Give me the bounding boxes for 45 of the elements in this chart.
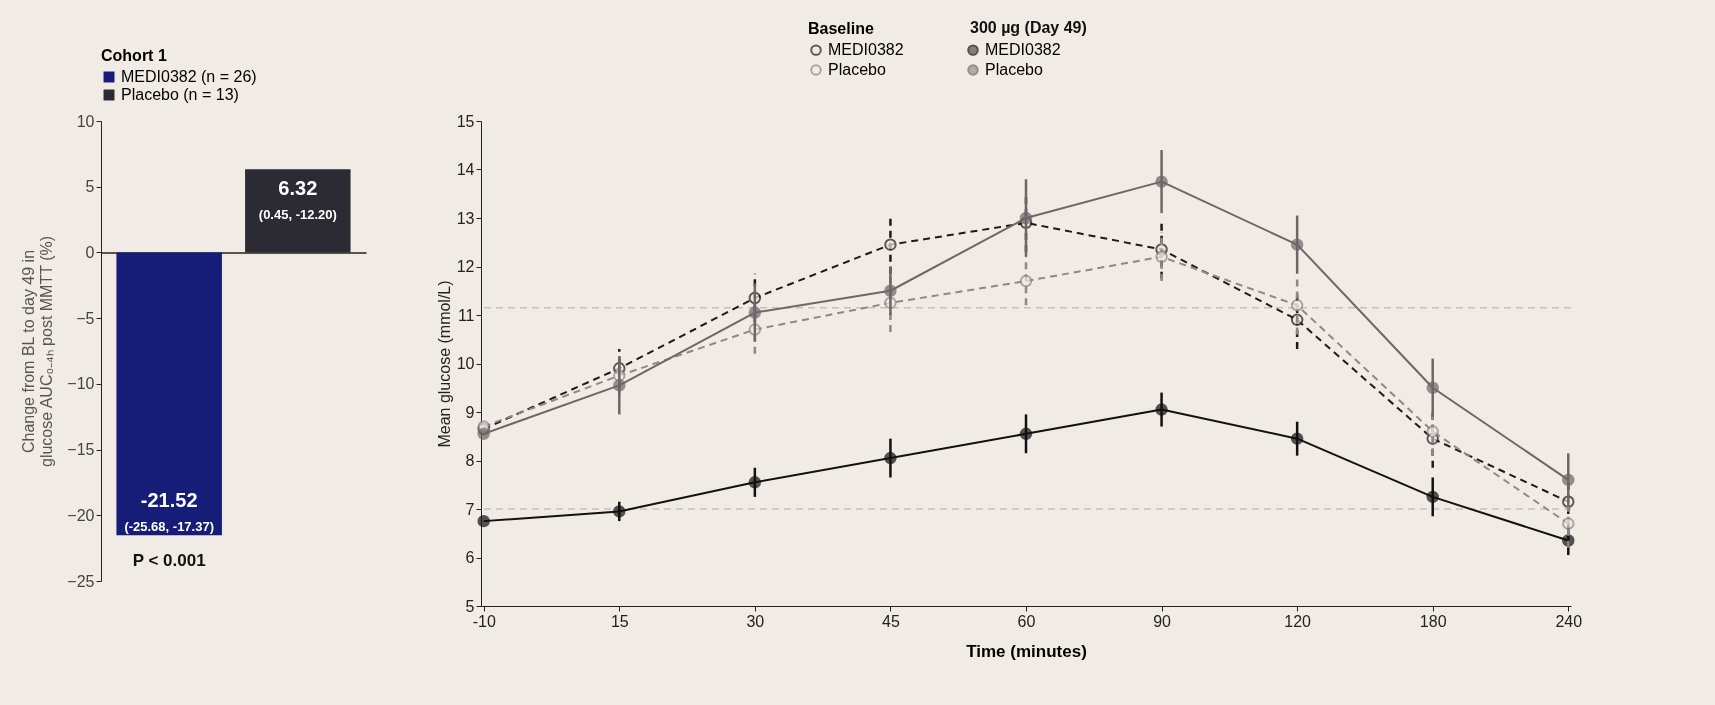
y-axis-title: Mean glucose (mmol/L) [435, 280, 453, 448]
x-tick-label: 30 [746, 612, 765, 630]
legend-label: Placebo [985, 61, 1043, 78]
annotation: (0.45, -12.20) [258, 207, 337, 223]
x-tick-label: 45 [882, 612, 900, 630]
y-tick-label: 13 [456, 209, 475, 227]
y-tick-label: 7 [465, 500, 475, 518]
y-tick-label: −10 [67, 375, 95, 393]
y-tick-label: −25 [67, 572, 95, 590]
legend-label: Placebo (n = 13) [121, 86, 239, 103]
y-tick-label: 5 [85, 178, 95, 196]
x-axis-title: Time (minutes) [966, 641, 1087, 661]
x-tick-label: 240 [1555, 612, 1583, 630]
x-tick-label: 90 [1153, 612, 1172, 630]
x-tick-label: 15 [610, 612, 629, 630]
y-tick-label: −5 [76, 309, 95, 327]
y-tick-label: 14 [456, 161, 475, 178]
annotation: P < 0.001 [132, 551, 206, 571]
y-tick-label: 0 [85, 243, 95, 261]
y-tick-label: 15 [456, 112, 475, 130]
y-tick-label: −20 [67, 506, 95, 524]
y-tick-label: 10 [456, 355, 475, 372]
legend-title: Baseline [808, 20, 874, 37]
x-tick-label: 180 [1419, 612, 1447, 630]
y-tick-label: 5 [465, 597, 475, 615]
y-tick-label: 11 [457, 306, 475, 324]
legend-title: Cohort 1 [101, 47, 167, 64]
data-label: 6.32 [278, 177, 318, 200]
y-tick-label: 10 [76, 112, 95, 130]
legend-label: MEDI0382 [985, 41, 1061, 59]
x-tick-label: -10 [472, 612, 496, 630]
x-tick-label: 60 [1017, 612, 1036, 630]
y-tick-label: 6 [465, 549, 475, 566]
legend-label: MEDI0382 (n = 26) [121, 68, 257, 85]
legend-label: Placebo [828, 61, 886, 78]
annotation: (-25.68, -17.37) [124, 519, 214, 535]
data-label: -21.52 [140, 489, 198, 512]
y-tick-label: 9 [465, 403, 475, 421]
y-tick-label: 8 [465, 452, 475, 469]
y-tick-label: 12 [456, 258, 475, 275]
legend-label: MEDI0382 [828, 41, 904, 59]
y-tick-label: −15 [67, 441, 95, 459]
y-axis-title: Change from BL to day 49 in glucose AUC₀₋₄ₕ post MMTT (%) [20, 235, 56, 468]
text: 300 µg (Day 49) [970, 19, 1087, 36]
x-tick-label: 120 [1284, 612, 1312, 630]
